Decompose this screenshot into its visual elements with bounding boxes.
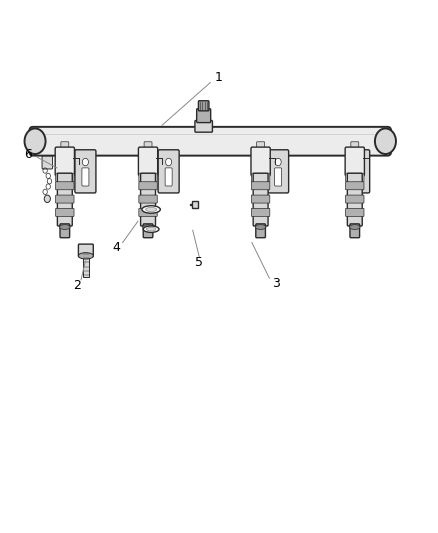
FancyBboxPatch shape — [56, 182, 74, 190]
Polygon shape — [190, 201, 198, 208]
FancyBboxPatch shape — [139, 173, 157, 182]
FancyBboxPatch shape — [349, 150, 370, 193]
Ellipse shape — [255, 225, 266, 230]
FancyBboxPatch shape — [350, 224, 360, 238]
FancyBboxPatch shape — [56, 195, 74, 203]
FancyBboxPatch shape — [138, 147, 158, 176]
FancyBboxPatch shape — [197, 109, 211, 123]
Ellipse shape — [142, 206, 160, 213]
Text: 1: 1 — [215, 71, 223, 84]
FancyBboxPatch shape — [158, 150, 179, 193]
Circle shape — [356, 158, 362, 166]
FancyBboxPatch shape — [42, 156, 53, 169]
FancyBboxPatch shape — [139, 208, 157, 216]
Circle shape — [375, 128, 396, 154]
FancyBboxPatch shape — [144, 142, 152, 149]
FancyBboxPatch shape — [139, 182, 157, 190]
FancyBboxPatch shape — [57, 173, 72, 226]
Circle shape — [166, 158, 172, 166]
FancyBboxPatch shape — [143, 224, 153, 238]
Circle shape — [44, 195, 50, 203]
FancyBboxPatch shape — [356, 168, 363, 186]
Circle shape — [25, 128, 46, 154]
Circle shape — [82, 158, 88, 166]
FancyBboxPatch shape — [139, 195, 157, 203]
FancyBboxPatch shape — [251, 182, 270, 190]
FancyBboxPatch shape — [61, 142, 69, 149]
FancyBboxPatch shape — [56, 208, 74, 216]
FancyBboxPatch shape — [165, 168, 172, 186]
FancyBboxPatch shape — [253, 173, 268, 226]
FancyBboxPatch shape — [256, 224, 265, 238]
FancyBboxPatch shape — [346, 173, 364, 182]
Ellipse shape — [350, 225, 360, 230]
Text: 4: 4 — [112, 241, 120, 254]
FancyBboxPatch shape — [251, 208, 270, 216]
FancyBboxPatch shape — [56, 173, 74, 182]
FancyBboxPatch shape — [75, 150, 96, 193]
Ellipse shape — [143, 226, 159, 232]
Text: 2: 2 — [73, 279, 81, 292]
Ellipse shape — [78, 253, 93, 259]
FancyBboxPatch shape — [82, 168, 89, 186]
FancyBboxPatch shape — [345, 147, 364, 176]
FancyBboxPatch shape — [198, 101, 209, 111]
FancyBboxPatch shape — [268, 150, 289, 193]
FancyBboxPatch shape — [346, 208, 364, 216]
FancyBboxPatch shape — [78, 244, 93, 257]
FancyBboxPatch shape — [251, 195, 270, 203]
FancyBboxPatch shape — [251, 147, 270, 176]
FancyBboxPatch shape — [275, 168, 282, 186]
FancyBboxPatch shape — [346, 195, 364, 203]
FancyBboxPatch shape — [195, 120, 212, 132]
FancyBboxPatch shape — [29, 127, 391, 156]
Text: 3: 3 — [272, 277, 280, 290]
FancyBboxPatch shape — [351, 142, 359, 149]
Circle shape — [275, 158, 281, 166]
Ellipse shape — [60, 225, 70, 230]
Ellipse shape — [146, 228, 156, 231]
FancyBboxPatch shape — [60, 224, 70, 238]
FancyBboxPatch shape — [141, 173, 155, 226]
FancyBboxPatch shape — [55, 147, 74, 176]
Text: 6: 6 — [25, 148, 32, 161]
FancyBboxPatch shape — [257, 142, 265, 149]
FancyBboxPatch shape — [347, 173, 362, 226]
Ellipse shape — [143, 225, 153, 230]
Text: 5: 5 — [195, 256, 203, 269]
FancyBboxPatch shape — [346, 182, 364, 190]
FancyBboxPatch shape — [83, 255, 89, 277]
FancyBboxPatch shape — [251, 173, 270, 182]
Ellipse shape — [145, 207, 157, 212]
